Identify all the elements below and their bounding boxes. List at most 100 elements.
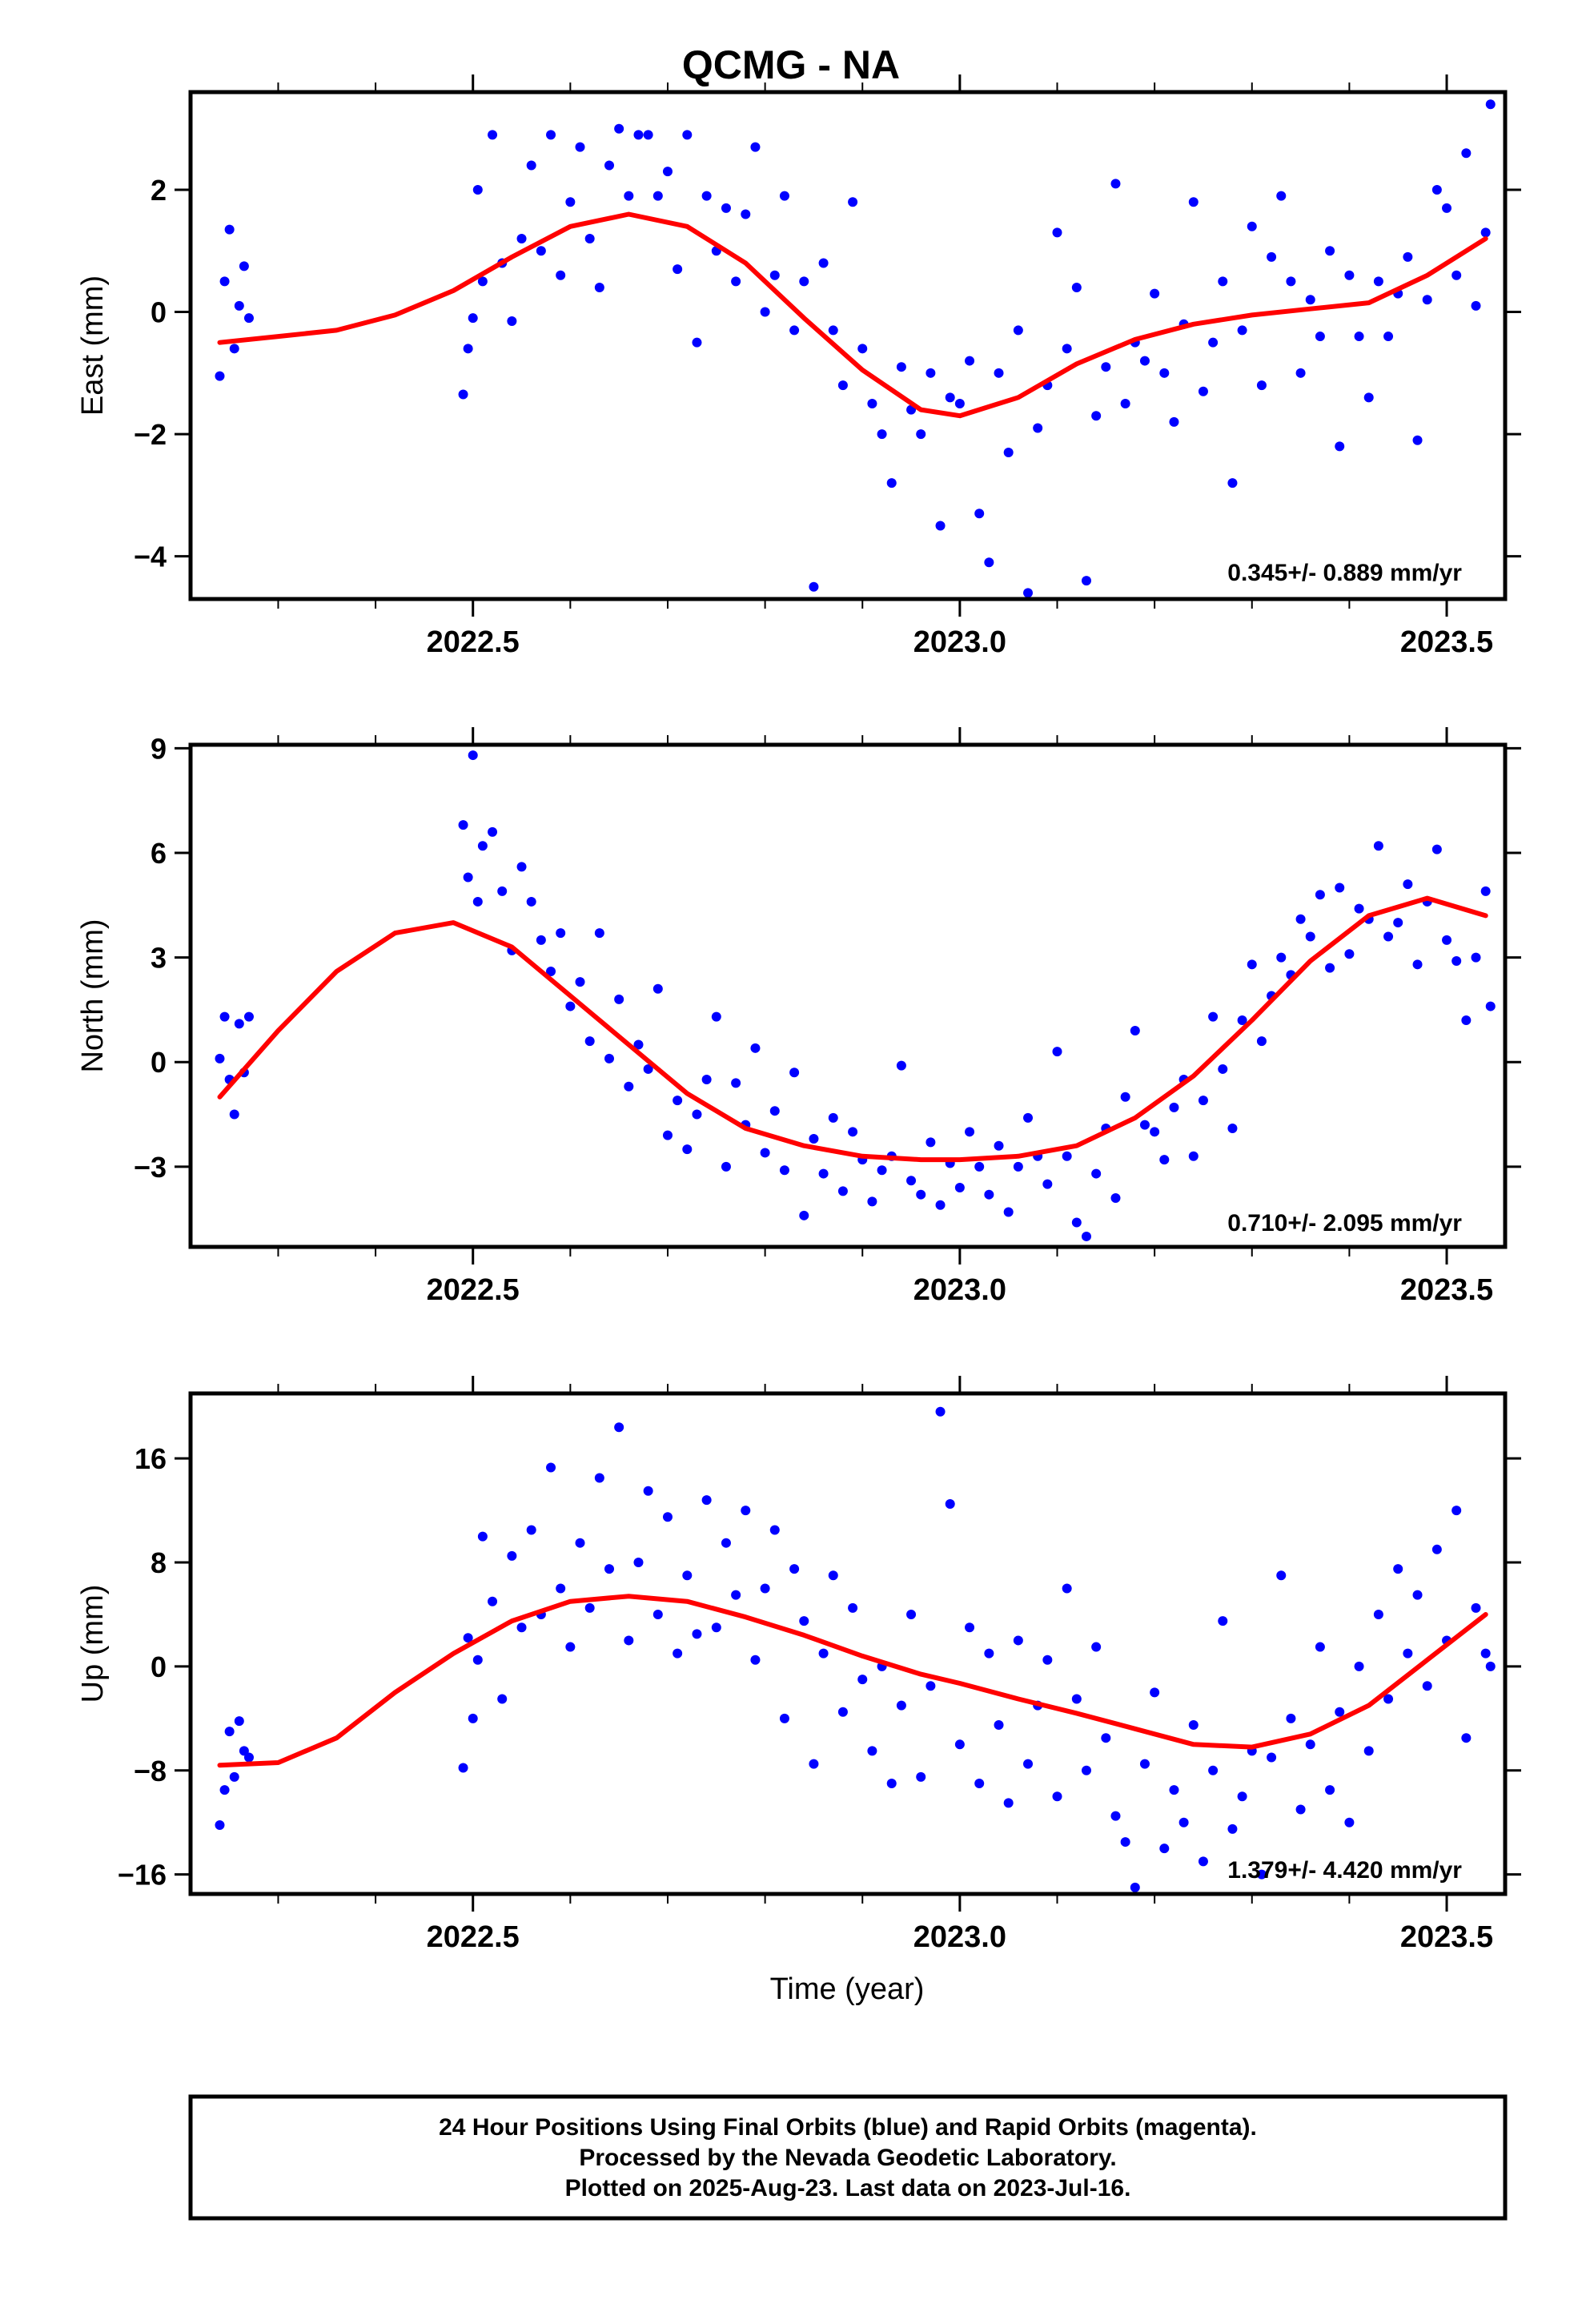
east-rate-label: 0.345+/- 0.889 mm/yr: [1227, 560, 1462, 586]
north-points: [215, 750, 1496, 1241]
north-x-tick-label: 2023.5: [1400, 1273, 1493, 1307]
east-y-tick-label: 2: [151, 174, 167, 207]
up-data-point: [692, 1629, 702, 1639]
up-data-point: [463, 1633, 473, 1643]
east-data-point: [1198, 386, 1208, 396]
north-data-point: [779, 1165, 789, 1176]
up-data-point: [1452, 1506, 1462, 1516]
north-data-point: [1383, 931, 1394, 942]
east-data-point: [769, 270, 780, 280]
north-data-point: [1452, 955, 1462, 966]
up-data-point: [594, 1473, 604, 1483]
up-data-point: [673, 1648, 683, 1659]
up-data-point: [1227, 1823, 1238, 1834]
up-data-point: [701, 1495, 712, 1506]
east-data-point: [1461, 148, 1472, 159]
north-plot-frame: [188, 742, 1508, 1249]
up-data-point: [1393, 1564, 1403, 1574]
east-data-point: [239, 261, 249, 271]
east-data-point: [624, 191, 634, 201]
east-data-point: [1276, 191, 1287, 201]
north-data-point: [468, 750, 478, 761]
east-data-point: [633, 130, 644, 140]
up-data-point: [584, 1602, 595, 1613]
up-y-tick-label: −16: [118, 1859, 167, 1892]
up-data-point: [546, 1462, 556, 1473]
up-plot-frame: [188, 1391, 1508, 1896]
east-data-point: [848, 197, 858, 207]
up-data-point: [711, 1622, 721, 1633]
up-data-point: [896, 1700, 906, 1711]
north-data-point: [1169, 1102, 1179, 1112]
up-data-point: [507, 1550, 517, 1561]
east-data-point: [1305, 295, 1315, 305]
up-data-point: [926, 1681, 936, 1691]
east-x-tick-label: 2023.0: [913, 625, 1006, 659]
north-data-point: [1120, 1092, 1130, 1102]
east-data-point: [1218, 276, 1228, 287]
north-data-point: [1412, 959, 1423, 970]
up-data-point: [750, 1655, 761, 1665]
up-data-point: [243, 1752, 254, 1763]
east-data-point: [965, 356, 975, 366]
east-data-point: [1071, 283, 1082, 293]
north-data-point: [614, 994, 624, 1004]
up-data-point: [799, 1616, 809, 1626]
east-data-point: [682, 130, 693, 140]
east-data-point: [1208, 337, 1219, 348]
up-data-point: [789, 1564, 800, 1574]
up-data-point: [682, 1570, 693, 1581]
north-data-point: [906, 1176, 917, 1186]
east-fit-curve: [217, 211, 1488, 419]
east-data-point: [243, 313, 254, 324]
east-data-point: [565, 197, 576, 207]
east-data-point: [229, 344, 239, 354]
north-data-point: [556, 928, 566, 939]
up-data-point: [935, 1406, 946, 1417]
east-data-point: [818, 258, 829, 268]
up-data-point: [472, 1655, 483, 1665]
east-data-point: [1485, 99, 1496, 110]
north-data-point: [935, 1200, 946, 1210]
up-data-point: [1188, 1719, 1199, 1730]
east-data-point: [789, 325, 800, 336]
east-data-point: [1081, 576, 1091, 586]
east-data-point: [584, 234, 595, 244]
north-data-point: [954, 1182, 965, 1192]
up-data-point: [1373, 1609, 1383, 1619]
east-data-point: [1101, 362, 1111, 372]
east-data-point: [750, 142, 761, 152]
north-data-point: [1013, 1161, 1023, 1172]
north-data-point: [472, 896, 483, 907]
up-data-point: [769, 1525, 780, 1535]
up-data-point: [497, 1694, 508, 1704]
north-data-point: [624, 1081, 634, 1092]
up-data-point: [1267, 1752, 1277, 1763]
up-data-point: [234, 1716, 244, 1727]
north-data-point: [643, 1063, 653, 1074]
north-data-point: [994, 1140, 1004, 1151]
north-data-point: [1276, 952, 1287, 963]
north-data-point: [1159, 1155, 1170, 1165]
east-data-point: [837, 380, 848, 391]
north-data-point: [799, 1210, 809, 1220]
up-data-point: [633, 1558, 644, 1568]
east-y-tick-label: −4: [134, 541, 167, 573]
up-data-point: [1130, 1882, 1140, 1892]
north-data-point: [1480, 886, 1491, 896]
up-data-point: [624, 1635, 634, 1646]
north-data-point: [1256, 1036, 1267, 1047]
up-data-point: [984, 1648, 994, 1659]
north-data-point: [1237, 1015, 1247, 1025]
north-data-point: [789, 1068, 800, 1078]
east-data-point: [234, 300, 244, 311]
north-data-point: [219, 1011, 230, 1022]
east-data-point: [662, 167, 673, 177]
up-data-point: [229, 1771, 239, 1782]
up-data-point: [556, 1583, 566, 1594]
east-data-point: [1110, 179, 1121, 189]
east-data-point: [721, 203, 731, 213]
north-data-point: [1150, 1127, 1160, 1137]
east-data-point: [1452, 270, 1462, 280]
east-data-point: [1023, 588, 1034, 598]
